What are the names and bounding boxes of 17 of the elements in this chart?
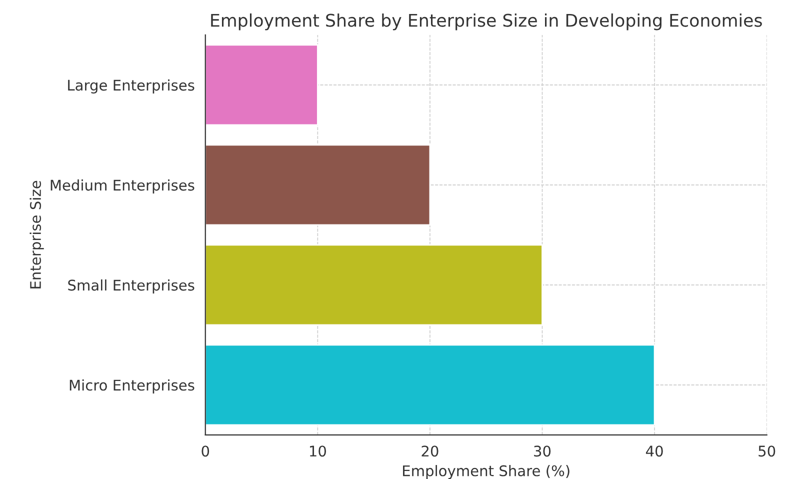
x-axis-title: Employment Share (%) bbox=[403, 465, 570, 479]
bar bbox=[205, 144, 431, 226]
bar bbox=[205, 244, 543, 326]
x-tick-label: 50 bbox=[758, 446, 776, 457]
x-tick-label: 30 bbox=[534, 446, 551, 457]
y-tick-label: Small Enterprises bbox=[68, 279, 194, 294]
y-axis-title: Enterprise Size bbox=[30, 180, 44, 288]
chart-title: Employment Share by Enterprise Size in Developing Economies bbox=[211, 13, 762, 30]
x-tick-label: 20 bbox=[422, 446, 438, 457]
y-tick-label: Micro Enterprises bbox=[70, 379, 194, 394]
bar bbox=[205, 44, 318, 126]
bar bbox=[205, 344, 656, 426]
x-tick-label: 10 bbox=[310, 446, 326, 457]
y-tick-label: Medium Enterprises bbox=[50, 179, 194, 194]
y-tick-label: Large Enterprises bbox=[68, 79, 194, 94]
x-tick-label: 0 bbox=[202, 446, 210, 457]
x-tick-label: 40 bbox=[646, 446, 663, 457]
